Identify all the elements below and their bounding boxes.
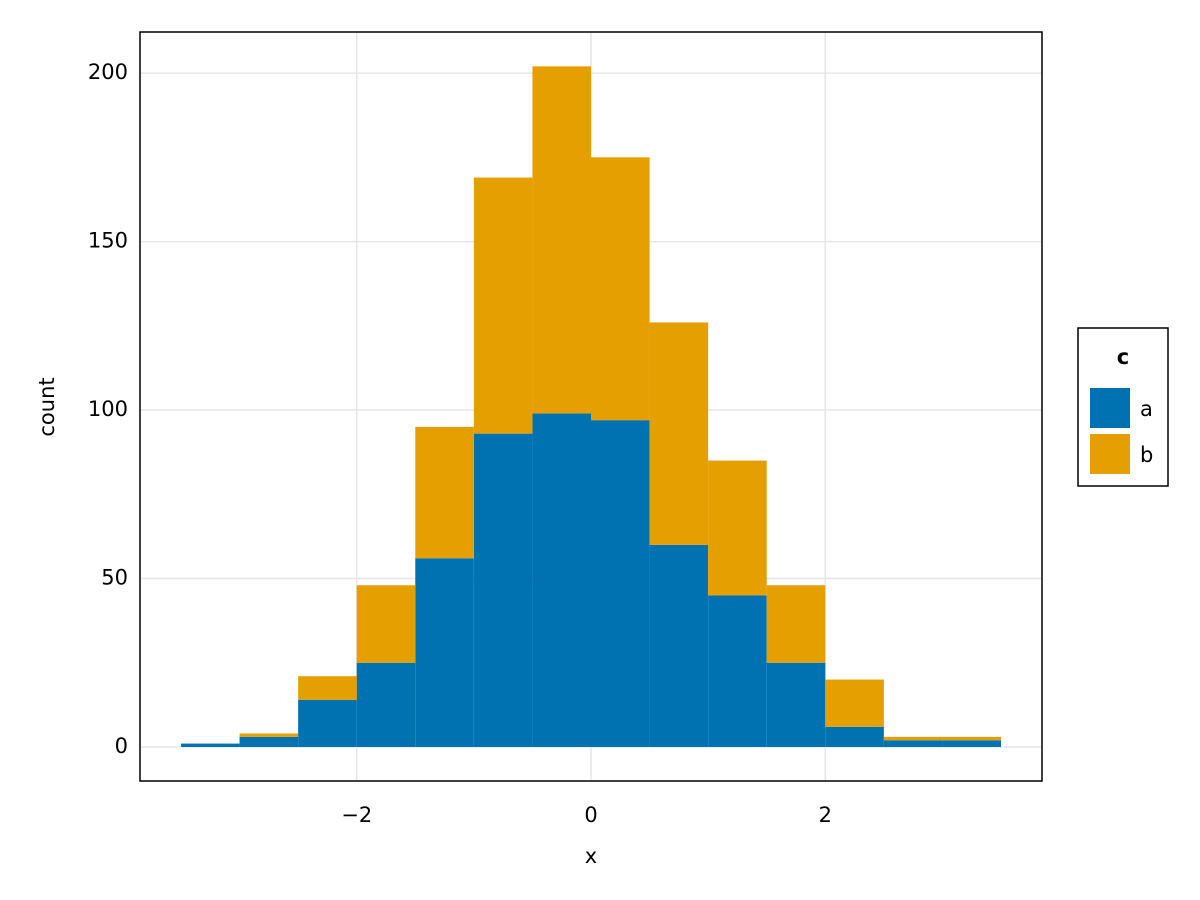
bar-segment (708, 595, 767, 747)
legend-label: b (1140, 443, 1153, 467)
bar-segment (825, 726, 884, 747)
legend: c ab (1077, 327, 1169, 487)
bar-segment (708, 460, 767, 596)
bar-segment (591, 420, 650, 747)
plot-frame (139, 31, 1043, 782)
bar-segment (298, 676, 357, 700)
bar-segment (883, 740, 943, 747)
legend-swatch (1090, 434, 1130, 474)
bar-segment (181, 743, 240, 747)
y-axis-label: count (35, 377, 59, 436)
bar-segment (239, 736, 299, 747)
y-tick-label: 150 (88, 229, 128, 253)
y-tick-label: 0 (115, 734, 128, 758)
bar-segment (942, 736, 1001, 741)
bar-segment (473, 433, 533, 747)
bar-segment (532, 413, 591, 747)
bar-segment (415, 426, 474, 559)
legend-title: c (1117, 345, 1129, 369)
bar-segment (415, 558, 474, 747)
x-tick-label: 2 (819, 803, 832, 827)
bar-segment (591, 157, 650, 421)
bar-segment (356, 585, 416, 663)
bar-segment (239, 733, 299, 737)
y-tick-label: 50 (101, 566, 128, 590)
bar-segment (766, 585, 826, 663)
bar-segment (532, 66, 591, 414)
bar-segment (356, 662, 416, 747)
y-tick-label: 200 (88, 60, 128, 84)
legend-swatch (1090, 388, 1130, 428)
bar-segment (766, 662, 826, 747)
bar-segment (649, 322, 709, 545)
bars (181, 66, 1001, 747)
x-tick-label: −2 (341, 803, 372, 827)
bar-segment (942, 740, 1001, 747)
legend-label: a (1140, 397, 1153, 421)
bar-segment (473, 177, 533, 434)
bar-segment (298, 699, 357, 747)
x-tick-label: 0 (584, 803, 597, 827)
y-tick-label: 100 (88, 397, 128, 421)
bar-segment (649, 544, 709, 747)
bar-segment (883, 736, 943, 741)
bar-segment (825, 679, 884, 727)
x-axis-label: x (585, 844, 597, 868)
